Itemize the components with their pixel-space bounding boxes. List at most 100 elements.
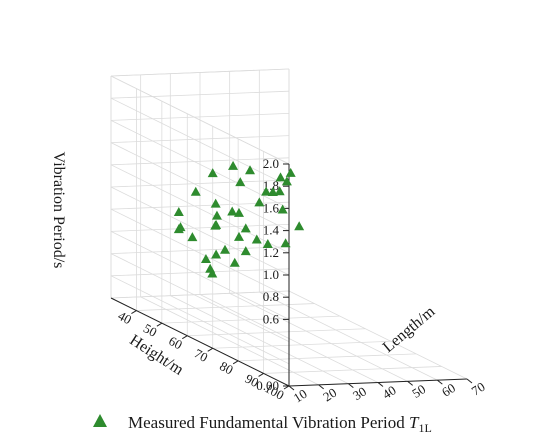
x-tick-mark: [466, 378, 473, 384]
grid-line-floor-y: [187, 328, 366, 337]
grid-line-back-horizontal: [110, 224, 290, 232]
grid-line-floor-y: [161, 315, 340, 324]
data-point-marker: [173, 224, 184, 234]
x-tick-mark: [407, 380, 413, 386]
data-point-marker: [211, 249, 222, 259]
y-tick-mark: [232, 360, 239, 365]
grid-line-floor-x: [288, 290, 468, 380]
grid-line-floor-y: [238, 353, 417, 362]
grid-line-back-horizontal: [110, 90, 290, 99]
legend-label-subscript: 1L: [418, 421, 431, 435]
x-axis-title: Length/m: [380, 303, 439, 356]
data-point-marker: [220, 244, 231, 254]
x-tick-label: 10: [291, 386, 310, 406]
grid-line-floor-x: [229, 292, 408, 382]
grid-line-back-horizontal: [110, 246, 290, 254]
grid-line-side-horizontal: [110, 208, 290, 298]
x-tick-label: 20: [320, 385, 339, 405]
x-tick-mark: [437, 379, 443, 385]
data-point-marker: [227, 206, 238, 216]
z-tick-label: 1.6: [263, 200, 280, 215]
frame-top-side: [110, 75, 290, 165]
x-tick-mark: [348, 383, 354, 389]
z-tick-label: 2.0: [263, 156, 279, 171]
data-point-marker: [211, 210, 222, 220]
data-point-marker: [267, 186, 278, 196]
z-tick-label: 1.2: [263, 245, 279, 260]
data-point-marker: [251, 234, 262, 244]
grid-line-side-horizontal: [110, 164, 290, 254]
data-point-marker: [207, 168, 218, 178]
z-tick-label: 0.6: [263, 311, 280, 326]
grid-line-side-horizontal: [110, 97, 290, 187]
y-tick-mark: [131, 310, 137, 315]
legend-label-main: Measured Fundamental Vibration Period: [128, 413, 409, 432]
data-point-marker: [210, 198, 221, 208]
y-axis-line: [110, 297, 290, 387]
data-point-marker: [281, 176, 292, 186]
data-point-marker: [235, 177, 246, 187]
grid-line-floor-y: [263, 366, 442, 374]
data-point-marker: [274, 186, 285, 196]
data-point-marker: [233, 231, 244, 241]
frame-top-back: [110, 68, 290, 77]
x-tick-label: 30: [350, 384, 369, 404]
y-tick-mark: [283, 385, 290, 390]
z-tick-label: 1.0: [263, 267, 279, 282]
z-tick-label: 1.4: [263, 223, 280, 238]
grid-line-back-horizontal: [110, 113, 290, 121]
data-point-marker: [233, 207, 244, 217]
grid-line-back-horizontal: [110, 135, 290, 143]
data-point-marker: [280, 238, 291, 248]
y-tick-mark: [207, 347, 213, 352]
data-point-marker: [173, 206, 184, 216]
data-point-marker: [254, 197, 265, 207]
z-tick-label: 0.00: [256, 378, 279, 393]
data-point-marker: [240, 223, 251, 233]
data-point-marker: [207, 268, 218, 278]
data-point-marker: [294, 221, 305, 231]
y-tick-mark: [156, 322, 163, 327]
x-tick-mark: [377, 382, 384, 387]
data-point-marker: [262, 238, 273, 248]
grid-line-floor-x: [170, 295, 349, 385]
grid-line-floor-y: [212, 340, 391, 349]
grid-line-floor-y: [136, 303, 315, 311]
data-point-marker: [245, 165, 256, 175]
y-tick-label: 90: [243, 371, 262, 390]
grid-line-back-horizontal: [110, 179, 290, 188]
x-tick-label: 70: [469, 379, 488, 399]
x-tick-label: 40: [380, 382, 399, 402]
data-point-marker: [200, 254, 211, 264]
legend-marker-triangle: [93, 414, 107, 427]
grid-line-side-horizontal: [110, 231, 290, 320]
x-tick-mark: [318, 384, 324, 390]
z-axis-title: Vibration Period/s: [50, 152, 67, 269]
y-tick-label: 70: [192, 346, 211, 365]
y-tick-label: 60: [166, 333, 185, 352]
grid-line-back-horizontal: [110, 268, 290, 277]
data-point-marker: [211, 220, 222, 230]
data-point-marker: [240, 246, 251, 256]
data-points: [173, 160, 305, 278]
y-tick-label: 80: [217, 358, 236, 377]
legend: Measured Fundamental Vibration Period T1…: [93, 413, 432, 435]
grid-line-side-horizontal: [110, 275, 290, 365]
legend-label-symbol: T: [409, 413, 420, 432]
data-point-marker: [187, 232, 198, 242]
x-tick-label: 50: [409, 381, 428, 401]
grid-line-side-horizontal: [110, 120, 290, 209]
legend-label: Measured Fundamental Vibration Period T1…: [128, 413, 432, 435]
data-point-marker: [229, 257, 240, 267]
grid-line-floor-y: [110, 290, 290, 299]
x-tick-label: 60: [439, 380, 458, 400]
y-tick-label: 50: [141, 320, 160, 339]
y-tick-mark: [258, 372, 264, 377]
grid-line-back-horizontal: [110, 157, 290, 166]
data-point-marker: [285, 167, 296, 177]
data-point-marker: [277, 204, 288, 214]
grid-line-side-horizontal: [110, 186, 290, 276]
data-point-marker: [228, 160, 239, 170]
grid-line-side-horizontal: [110, 253, 290, 342]
